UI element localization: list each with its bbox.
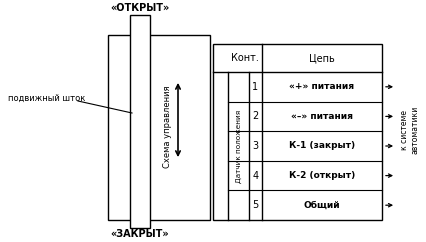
Text: «–» питания: «–» питания bbox=[291, 112, 353, 121]
Text: «+» питания: «+» питания bbox=[289, 82, 354, 91]
Text: «ЗАКРЫТ»: «ЗАКРЫТ» bbox=[111, 229, 169, 239]
Text: К-1 (закрыт): К-1 (закрыт) bbox=[289, 142, 355, 151]
Bar bbox=[130, 15, 150, 228]
Text: 5: 5 bbox=[252, 200, 259, 210]
Text: Датчик положения: Датчик положения bbox=[236, 109, 242, 182]
Text: Конт.: Конт. bbox=[231, 53, 259, 63]
Text: К-2 (открыт): К-2 (открыт) bbox=[289, 171, 355, 180]
Text: «ОТКРЫТ»: «ОТКРЫТ» bbox=[110, 3, 170, 13]
Text: к системе
автоматики: к системе автоматики bbox=[400, 106, 420, 154]
Text: 4: 4 bbox=[253, 171, 259, 181]
Text: Схема управления: Схема управления bbox=[164, 86, 173, 168]
Text: 1: 1 bbox=[253, 82, 259, 92]
Bar bbox=[213, 44, 382, 220]
Bar bbox=[108, 35, 210, 220]
Text: 3: 3 bbox=[253, 141, 259, 151]
Text: 2: 2 bbox=[252, 111, 259, 121]
Text: подвижный шток: подвижный шток bbox=[8, 93, 85, 103]
Text: Общий: Общий bbox=[304, 201, 340, 210]
Text: Цепь: Цепь bbox=[309, 53, 335, 63]
